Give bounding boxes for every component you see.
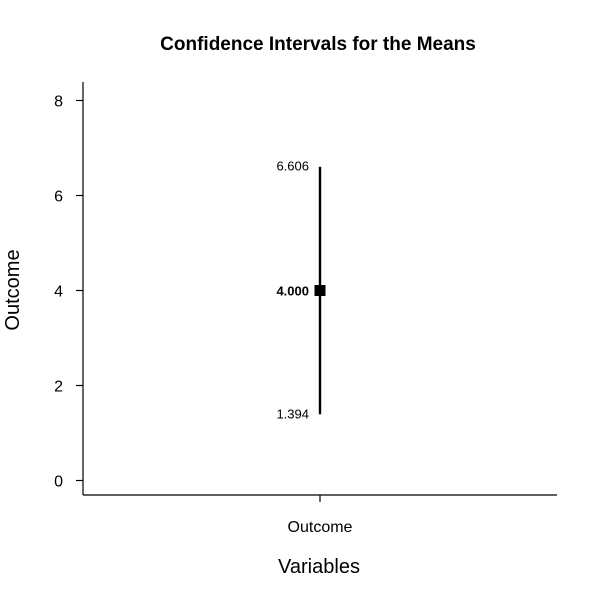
chart-title: Confidence Intervals for the Means: [160, 34, 476, 55]
x-tick-label: Outcome: [288, 519, 353, 536]
y-axis-label: Outcome: [2, 249, 24, 330]
y-tick-label: 2: [54, 379, 63, 396]
upper-bound-label: 6.606: [276, 159, 309, 174]
x-axis-ticks: Outcome: [288, 495, 353, 536]
mean-label: 4.000: [276, 284, 309, 299]
y-tick-label: 4: [54, 284, 63, 301]
y-axis-ticks: 0 2 4 6 8: [54, 94, 83, 491]
mean-marker: [314, 285, 326, 296]
x-axis-label: Variables: [278, 556, 360, 578]
y-tick-label: 0: [54, 474, 63, 491]
lower-bound-label: 1.394: [276, 406, 309, 421]
y-tick-label: 8: [54, 94, 63, 111]
confidence-intervals: 6.606 4.000 1.394: [276, 159, 326, 421]
y-tick-label: 6: [54, 189, 63, 206]
